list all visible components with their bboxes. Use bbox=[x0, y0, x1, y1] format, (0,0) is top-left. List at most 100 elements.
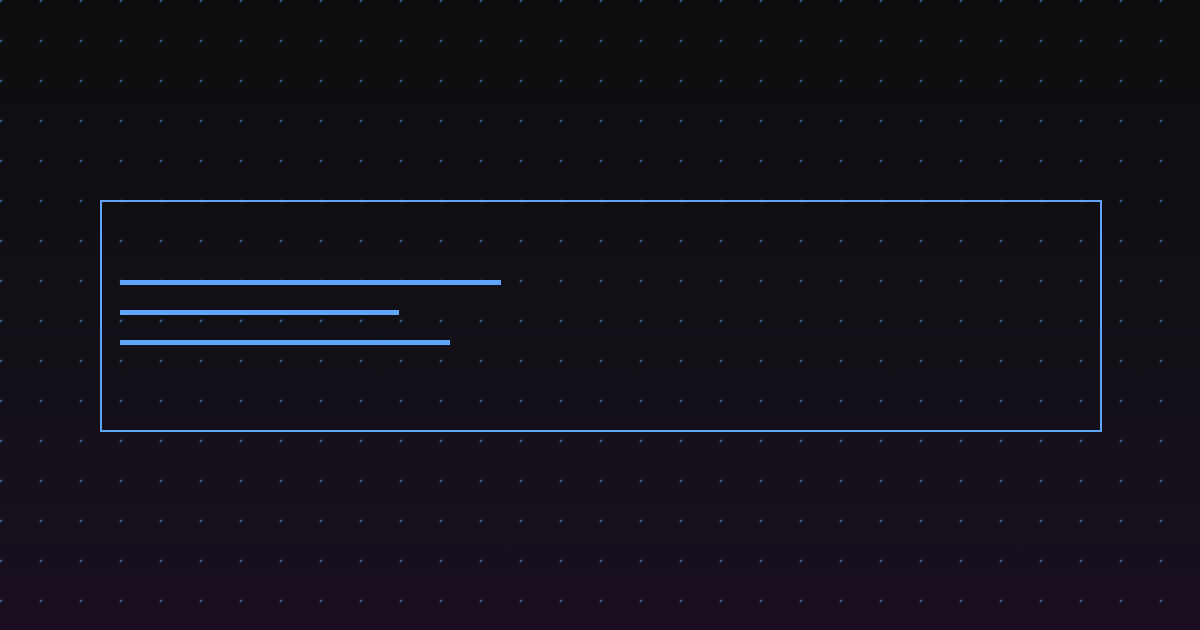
grid-dot bbox=[1039, 439, 1043, 443]
grid-dot bbox=[0, 359, 3, 363]
grid-dot bbox=[279, 359, 283, 363]
grid-dot bbox=[1159, 599, 1163, 603]
grid-dot bbox=[79, 199, 83, 203]
grid-dot bbox=[79, 559, 83, 563]
grid-dot bbox=[879, 79, 883, 83]
grid-dot bbox=[919, 519, 923, 523]
grid-dot bbox=[959, 39, 963, 43]
grid-dot bbox=[639, 239, 643, 243]
grid-dot bbox=[239, 119, 243, 123]
grid-dot bbox=[719, 0, 723, 3]
grid-dot bbox=[1119, 239, 1123, 243]
grid-dot bbox=[639, 0, 643, 3]
grid-dot bbox=[839, 439, 843, 443]
grid-dot bbox=[679, 439, 683, 443]
grid-dot bbox=[879, 279, 883, 283]
grid-dot bbox=[239, 39, 243, 43]
grid-dot bbox=[559, 79, 563, 83]
grid-dot bbox=[1039, 559, 1043, 563]
grid-dot bbox=[879, 359, 883, 363]
grid-dot bbox=[0, 319, 3, 323]
grid-dot bbox=[719, 599, 723, 603]
grid-dot bbox=[439, 0, 443, 3]
grid-dot bbox=[239, 519, 243, 523]
grid-dot bbox=[159, 439, 163, 443]
grid-dot bbox=[439, 519, 443, 523]
grid-dot bbox=[1119, 479, 1123, 483]
grid-dot bbox=[399, 79, 403, 83]
grid-dot bbox=[919, 399, 923, 403]
grid-dot bbox=[559, 319, 563, 323]
grid-dot bbox=[999, 359, 1003, 363]
grid-dot bbox=[759, 479, 763, 483]
grid-dot bbox=[759, 599, 763, 603]
grid-dot bbox=[1159, 39, 1163, 43]
grid-dot bbox=[839, 159, 843, 163]
grid-dot bbox=[999, 519, 1003, 523]
grid-dot bbox=[639, 39, 643, 43]
grid-dot bbox=[519, 599, 523, 603]
grid-dot bbox=[759, 159, 763, 163]
grid-dot bbox=[999, 79, 1003, 83]
grid-dot bbox=[399, 479, 403, 483]
grid-dot bbox=[999, 319, 1003, 323]
grid-dot bbox=[599, 319, 603, 323]
grid-dot bbox=[399, 239, 403, 243]
grid-dot bbox=[239, 599, 243, 603]
grid-dot bbox=[39, 199, 43, 203]
grid-dot bbox=[159, 79, 163, 83]
grid-dot bbox=[79, 399, 83, 403]
grid-dot bbox=[479, 479, 483, 483]
grid-dot bbox=[1159, 559, 1163, 563]
grid-dot bbox=[1119, 399, 1123, 403]
grid-dot bbox=[1079, 0, 1083, 3]
grid-dot bbox=[159, 519, 163, 523]
grid-dot bbox=[439, 239, 443, 243]
grid-dot bbox=[279, 439, 283, 443]
grid-dot bbox=[359, 39, 363, 43]
grid-dot bbox=[159, 239, 163, 243]
grid-dot bbox=[319, 559, 323, 563]
grid-dot bbox=[639, 559, 643, 563]
grid-dot bbox=[79, 359, 83, 363]
grid-dot bbox=[959, 279, 963, 283]
grid-dot bbox=[439, 399, 443, 403]
grid-dot bbox=[919, 559, 923, 563]
grid-dot bbox=[679, 0, 683, 3]
grid-dot bbox=[1039, 279, 1043, 283]
grid-dot bbox=[719, 399, 723, 403]
grid-dot bbox=[759, 559, 763, 563]
grid-dot bbox=[119, 119, 123, 123]
grid-dot bbox=[1079, 279, 1083, 283]
grid-dot bbox=[839, 559, 843, 563]
grid-dot bbox=[919, 0, 923, 3]
grid-dot bbox=[359, 479, 363, 483]
grid-dot bbox=[559, 119, 563, 123]
grid-dot bbox=[719, 239, 723, 243]
grid-dot bbox=[439, 79, 443, 83]
grid-dot bbox=[199, 79, 203, 83]
grid-dot bbox=[1159, 359, 1163, 363]
grid-dot bbox=[799, 559, 803, 563]
grid-dot bbox=[959, 319, 963, 323]
grid-dot bbox=[79, 39, 83, 43]
grid-dot bbox=[759, 439, 763, 443]
grid-dot bbox=[319, 439, 323, 443]
grid-dot bbox=[799, 159, 803, 163]
grid-dot bbox=[199, 39, 203, 43]
grid-dot bbox=[1119, 199, 1123, 203]
grid-dot bbox=[919, 79, 923, 83]
grid-dot bbox=[559, 519, 563, 523]
grid-dot bbox=[959, 439, 963, 443]
grid-dot bbox=[479, 119, 483, 123]
grid-dot bbox=[439, 559, 443, 563]
grid-dot bbox=[159, 599, 163, 603]
grid-dot bbox=[119, 599, 123, 603]
grid-dot bbox=[399, 439, 403, 443]
grid-dot bbox=[279, 319, 283, 323]
grid-dot bbox=[279, 479, 283, 483]
grid-dot bbox=[559, 399, 563, 403]
grid-dot bbox=[679, 359, 683, 363]
grid-dot bbox=[119, 79, 123, 83]
grid-dot bbox=[199, 439, 203, 443]
